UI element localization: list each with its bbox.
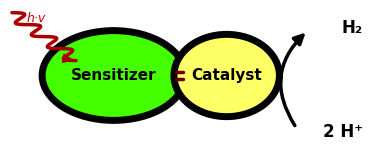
Ellipse shape	[42, 31, 185, 120]
Text: Catalyst: Catalyst	[191, 68, 262, 83]
Text: Sensitizer: Sensitizer	[71, 68, 156, 83]
Text: h·v: h·v	[27, 12, 46, 25]
FancyArrowPatch shape	[280, 35, 303, 125]
Ellipse shape	[174, 34, 279, 117]
Text: 2 H⁺: 2 H⁺	[324, 123, 363, 141]
Text: H₂: H₂	[342, 19, 363, 37]
